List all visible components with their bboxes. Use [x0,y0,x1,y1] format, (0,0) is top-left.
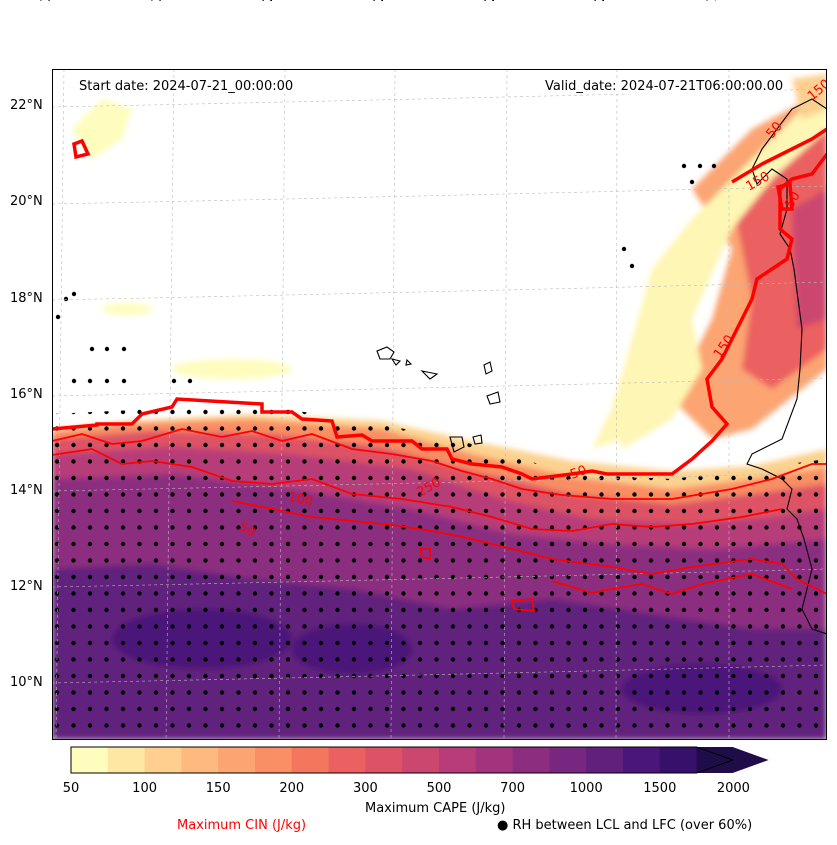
lon-label: 17.5°W [705,0,720,2]
colorbar-cell [71,747,109,773]
cin-contours [52,127,827,613]
contour-label: 100 [287,490,314,509]
contour-label: 50 [236,519,258,540]
colorbar-tick-label: 2000 [716,781,750,796]
lat-label: 14°N [10,483,43,498]
colorbar-cell [255,747,293,773]
colorbar-tick-label: 500 [426,781,452,796]
colorbar-cell [586,747,624,773]
colorbar-label: Maximum CAPE (J/kg) [365,801,506,816]
colorbar-tick-label: 1500 [643,781,677,796]
colorbar-cell [218,747,256,773]
colorbar-tick-label: 700 [500,781,526,796]
lat-label: 12°N [10,579,43,594]
lon-label: 22.5°W [483,0,498,2]
colorbar-cell [475,747,514,773]
colorbar-cell [659,747,698,773]
lat-label: 18°N [10,291,43,306]
colorbar-cell [365,747,403,773]
colorbar-tick-label: 100 [132,781,158,796]
lat-label: 16°N [10,387,43,402]
colorbar-cell [107,747,146,773]
colorbar-cell [144,747,182,773]
colorbar [70,746,769,774]
lat-label: 20°N [10,194,43,209]
lon-label: 27.5°W [261,0,276,2]
colorbar-cell [291,747,330,773]
colorbar-outline [70,746,735,774]
colorbar-cell [439,747,477,773]
lon-label: 32.5°W [39,0,54,2]
valid-date-label: Valid_date: 2024-07-21T06:00:00.00 [543,79,786,94]
contour-label: 50 [568,463,589,483]
start-date-label: Start date: 2024-07-21_00:00:00 [77,79,296,94]
colorbar-cell [402,747,440,773]
colorbar-tick-label: 300 [352,781,378,796]
coastlines [376,98,827,635]
colorbar-cell [181,747,219,773]
cape-map: 150 50 250 50 50 100 150 50 150 [52,69,827,740]
colorbar-cell [549,747,587,773]
lon-label: 25°W [372,0,387,2]
rh-legend: ● RH between LCL and LFC (over 60%) [497,818,752,833]
colorbar-tick-label: 150 [205,781,231,796]
rh-legend-label: RH between LCL and LFC (over 60%) [512,818,753,833]
gridlines [52,69,827,740]
lon-label: 20°W [593,0,608,2]
contour-label: 50 [782,189,803,211]
colorbar-cell [623,747,661,773]
rh-dot-icon: ● [497,818,509,833]
colorbar-tick-label: 1000 [569,781,603,796]
colorbar-tick-label: 200 [279,781,305,796]
lat-label: 10°N [10,675,43,690]
lat-label: 22°N [10,98,43,113]
colorbar-cell [328,747,366,773]
lon-label: 30°W [150,0,165,2]
rh-dots [52,163,827,740]
colorbar-tick-label: 50 [62,781,80,796]
colorbar-cell [512,747,550,773]
cin-legend: Maximum CIN (J/kg) [177,818,307,833]
